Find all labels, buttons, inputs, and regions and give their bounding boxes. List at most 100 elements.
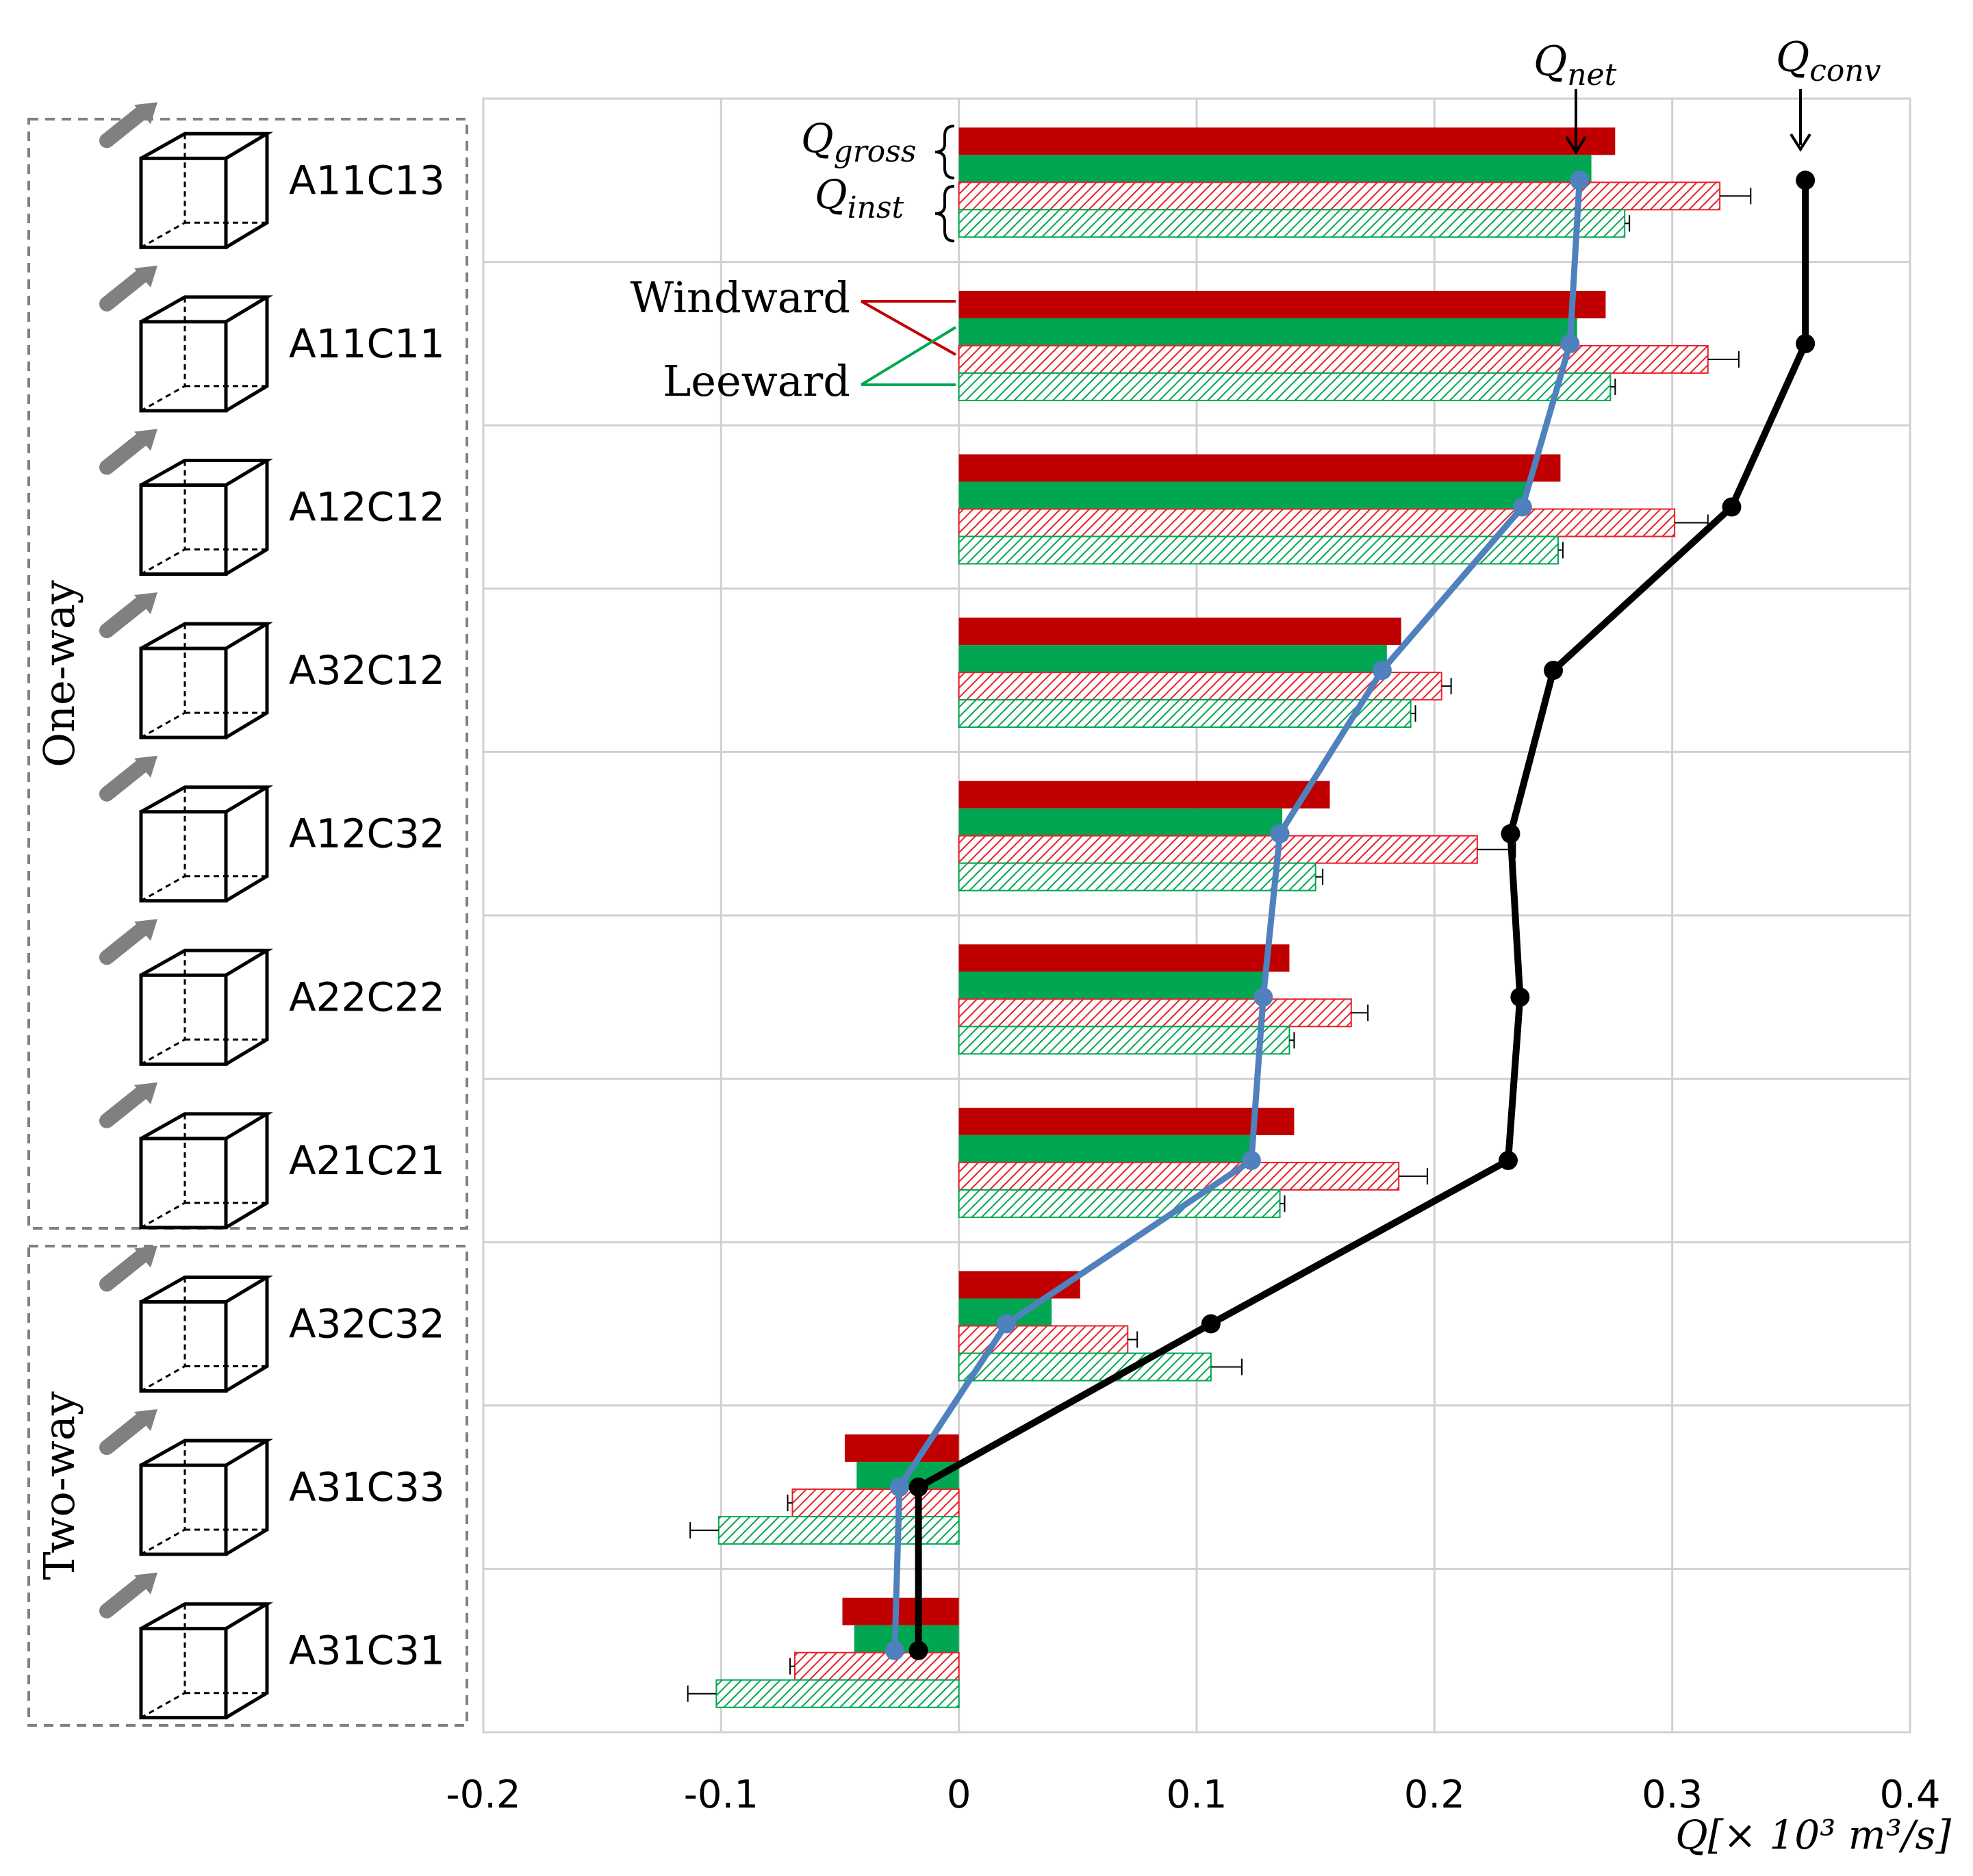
category-label: A11C13 <box>289 157 445 203</box>
point-q_conv <box>1796 333 1816 353</box>
cube-side-face <box>225 950 269 1066</box>
cube-hidden-edges <box>140 787 186 902</box>
wind-arrow-icon <box>99 759 149 802</box>
wind-arrow-icon <box>99 1085 149 1128</box>
bar-gross-leeward <box>958 318 1577 346</box>
lines <box>884 170 1816 1660</box>
cube-side-face <box>225 624 269 739</box>
point-q_conv <box>908 1478 928 1497</box>
cube-top-face <box>140 131 274 160</box>
building-icon <box>99 1082 274 1230</box>
point-q_conv <box>1544 661 1563 681</box>
bar-inst-windward <box>958 181 1721 211</box>
building-icon <box>99 592 274 739</box>
bar-inst-leeward <box>958 535 1559 565</box>
category-label: A32C12 <box>289 647 445 694</box>
case-icons <box>99 102 274 1720</box>
building-icon <box>99 265 274 413</box>
group-label-two-way: Two-way <box>34 1391 84 1580</box>
building-icon <box>99 919 274 1066</box>
bar-gross-windward <box>958 618 1401 646</box>
cube-top-face <box>140 459 274 487</box>
building-icon <box>99 1409 274 1556</box>
bar-gross-windward <box>958 127 1616 155</box>
bar-gross-leeward <box>958 155 1592 183</box>
wind-arrow-icon <box>99 268 149 312</box>
wind-arrowhead-icon <box>134 1572 157 1595</box>
cube-front-face <box>139 483 228 576</box>
x-tick-label: 0.2 <box>1404 1773 1465 1817</box>
bar-inst-leeward <box>958 372 1612 401</box>
qgross-brace <box>934 125 955 179</box>
x-tick-label: 0.3 <box>1642 1773 1703 1817</box>
wind-arrowhead-icon <box>134 1245 157 1268</box>
point-q_net <box>884 1640 904 1660</box>
point-q_conv <box>1796 170 1816 190</box>
wind-arrowhead-icon <box>134 755 157 778</box>
bar-gross-leeward <box>958 1135 1254 1163</box>
point-q_net <box>1372 661 1392 681</box>
bar-gross-leeward <box>958 481 1527 509</box>
wind-arrow-icon <box>99 1249 149 1292</box>
wind-arrow-icon <box>99 432 149 475</box>
bars <box>715 127 1721 1708</box>
cube-front-face <box>139 973 228 1066</box>
point-q_conv <box>1510 987 1530 1007</box>
building-icon <box>99 429 274 576</box>
wind-arrowhead-icon <box>134 265 157 288</box>
bar-inst-leeward <box>958 209 1626 238</box>
category-label: A21C21 <box>289 1137 445 1184</box>
bar-gross-leeward <box>854 1625 959 1653</box>
cube-hidden-edges <box>140 134 186 249</box>
bar-inst-windward <box>791 1488 960 1518</box>
bar-gross-windward <box>958 781 1330 809</box>
bar-inst-leeward <box>958 1026 1290 1055</box>
category-label: A22C22 <box>289 974 445 1020</box>
grid <box>482 99 1911 1732</box>
cube-top-face <box>140 1602 274 1630</box>
cube-hidden-edges <box>140 1441 186 1556</box>
bar-gross-leeward <box>958 808 1283 836</box>
wind-arrowhead-icon <box>134 1082 157 1104</box>
qnet-annotation: Qnet <box>1533 38 1617 92</box>
wind-arrow-icon <box>99 596 149 639</box>
cube-side-face <box>225 1604 269 1719</box>
cube-front-face <box>139 320 228 413</box>
cube-top-face <box>140 948 274 977</box>
wind-arrowhead-icon <box>134 429 157 451</box>
bar-gross-leeward <box>958 972 1266 1000</box>
category-label: A12C32 <box>289 811 445 857</box>
group-box-two-way <box>27 1245 468 1727</box>
point-q_conv <box>1722 497 1742 517</box>
qconv-annotation: Qconv <box>1776 34 1881 88</box>
cube-side-face <box>225 460 269 576</box>
cube-hidden-edges <box>140 460 186 575</box>
wind-arrowhead-icon <box>134 919 157 941</box>
wind-arrowhead-icon <box>134 592 157 615</box>
point-q_conv <box>1501 824 1520 844</box>
x-axis-ticks: -0.2 -0.1 0 0.1 0.2 0.3 0.4 <box>446 1773 1940 1817</box>
x-tick-label: 0 <box>947 1773 971 1817</box>
building-icon <box>99 102 274 249</box>
error-bars <box>687 188 1752 1702</box>
cube-top-face <box>140 785 274 813</box>
bar-inst-leeward <box>958 1352 1212 1382</box>
point-q_net <box>889 1478 909 1497</box>
cube-front-face <box>139 1463 228 1556</box>
cube-side-face <box>225 1277 269 1393</box>
cube-side-face <box>225 296 269 413</box>
bar-inst-windward <box>958 998 1352 1028</box>
point-q_net <box>1241 1150 1261 1170</box>
bar-inst-windward <box>958 835 1478 864</box>
cube-top-face <box>140 1438 274 1467</box>
cube-front-face <box>139 810 228 903</box>
building-icon <box>99 755 274 903</box>
leeward-leader-to-bar <box>860 326 957 386</box>
point-q_conv <box>908 1640 928 1660</box>
cube-top-face <box>140 622 274 650</box>
cube-side-face <box>225 1113 269 1230</box>
cube-front-face <box>139 1137 228 1230</box>
category-label: A32C32 <box>289 1301 445 1347</box>
bar-inst-leeward <box>715 1679 960 1708</box>
bar-inst-windward <box>794 1651 960 1681</box>
